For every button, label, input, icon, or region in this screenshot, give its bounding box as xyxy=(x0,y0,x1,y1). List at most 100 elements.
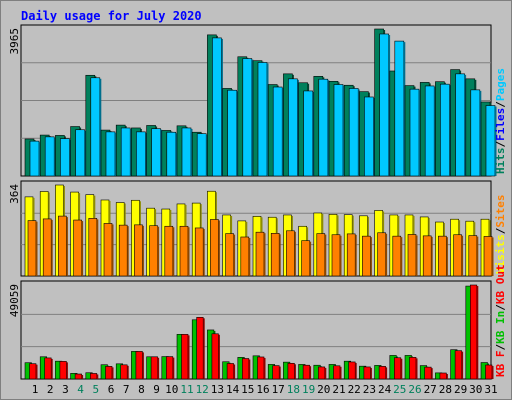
bar-kb-kb-out-6-shade xyxy=(112,367,114,379)
bar-kb-kb-out-21 xyxy=(333,365,341,380)
bar-hits-files-pages-pages-12-shade xyxy=(206,134,208,176)
bar-kb-kb-out-19-shade xyxy=(309,366,312,379)
x-tick-label: 29 xyxy=(454,383,467,396)
x-tick-label: 26 xyxy=(408,383,421,396)
x-tick-label: 18 xyxy=(287,383,300,396)
bar-kb-kb-out-20-shade xyxy=(324,367,327,379)
legend-item-: / xyxy=(494,344,507,351)
y-max-label-hits-files-pages: 3965 xyxy=(8,28,21,55)
legend-item-: / xyxy=(494,141,507,148)
bar-hits-files-pages-pages-2-shade xyxy=(54,137,56,176)
bar-hits-files-pages-pages-4-shade xyxy=(84,130,87,176)
x-tick-label: 7 xyxy=(123,383,130,396)
bar-kb-kb-out-5 xyxy=(90,373,98,380)
chart-title: Daily usage for July 2020 xyxy=(21,9,202,23)
bar-hits-files-pages-pages-1 xyxy=(29,140,40,177)
x-tick-label: 27 xyxy=(424,383,437,396)
bar-hits-files-pages-pages-5 xyxy=(90,77,101,177)
bar-hits-files-pages-pages-28-shade xyxy=(449,85,451,176)
bar-visits-sites-sites-8-shade xyxy=(142,225,144,276)
bar-visits-sites-sites-4 xyxy=(73,219,82,277)
bar-kb-kb-out-18-shade xyxy=(294,364,296,379)
bar-visits-sites-sites-30 xyxy=(468,235,478,277)
bar-kb-kb-out-27-shade xyxy=(431,368,433,379)
legend-hits-files-pages: Hits/Files/Pages xyxy=(494,68,507,174)
bar-hits-files-pages-pages-25-shade xyxy=(403,42,406,176)
x-tick-label: 20 xyxy=(317,383,330,396)
bar-kb-kb-out-25-shade xyxy=(400,358,403,379)
bar-kb-kb-out-13 xyxy=(211,333,219,380)
bar-hits-files-pages-pages-1-shade xyxy=(39,142,41,176)
bar-kb-kb-out-9-shade xyxy=(157,357,160,379)
x-tick-label: 16 xyxy=(256,383,269,396)
x-tick-label: 4 xyxy=(77,383,84,396)
x-tick-label: 10 xyxy=(165,383,178,396)
bar-kb-kb-out-12-shade xyxy=(203,318,205,379)
bar-hits-files-pages-pages-9 xyxy=(151,128,161,177)
bar-hits-files-pages-pages-19-shade xyxy=(312,91,315,176)
x-tick-label: 15 xyxy=(241,383,254,396)
bar-kb-kb-out-8-shade xyxy=(142,352,144,379)
bar-hits-files-pages-pages-13 xyxy=(212,37,222,177)
bar-visits-sites-sites-24 xyxy=(377,232,386,277)
bar-visits-sites-sites-20 xyxy=(316,233,326,277)
bar-hits-files-pages-pages-10-shade xyxy=(175,133,178,176)
x-tick-label: 25 xyxy=(393,383,406,396)
bar-hits-files-pages-pages-13-shade xyxy=(221,38,223,177)
bar-kb-kb-out-29-shade xyxy=(461,351,464,379)
bar-visits-sites-sites-23 xyxy=(362,235,371,277)
bar-kb-kb-out-7-shade xyxy=(127,365,129,379)
legend-item-: / xyxy=(494,304,507,311)
bar-hits-files-pages-pages-11 xyxy=(181,127,192,177)
x-tick-label: 3 xyxy=(62,383,69,396)
bar-visits-sites-sites-29 xyxy=(453,234,462,277)
bar-visits-sites-sites-4-shade xyxy=(81,221,84,276)
bar-kb-kb-out-15 xyxy=(242,358,250,380)
bar-visits-sites-sites-26-shade xyxy=(416,235,418,276)
bar-kb-kb-out-24 xyxy=(378,366,386,380)
bar-hits-files-pages-pages-19 xyxy=(303,90,313,177)
legend-item-: / xyxy=(494,101,507,108)
bar-hits-files-pages-pages-24 xyxy=(379,33,389,177)
bar-visits-sites-sites-10 xyxy=(164,225,174,277)
bar-kb-kb-out-26-shade xyxy=(416,358,418,379)
bar-visits-sites-sites-22 xyxy=(346,233,356,277)
legend-item-sites: Sites xyxy=(494,195,507,228)
bar-kb-kb-out-2 xyxy=(44,357,52,380)
bar-hits-files-pages-pages-4 xyxy=(75,129,85,177)
bar-kb-kb-out-24-shade xyxy=(385,367,388,379)
x-tick-label: 8 xyxy=(138,383,145,396)
x-tick-label: 24 xyxy=(378,383,392,396)
bar-hits-files-pages-pages-26 xyxy=(409,88,420,177)
legend-item-files: Files xyxy=(494,108,507,141)
bar-visits-sites-sites-11 xyxy=(179,225,189,277)
bar-hits-files-pages-pages-27 xyxy=(424,85,435,177)
bar-visits-sites-sites-16 xyxy=(255,231,265,277)
bar-hits-files-pages-pages-12 xyxy=(196,133,207,177)
bar-visits-sites-sites-19 xyxy=(301,240,310,277)
bar-visits-sites-sites-25-shade xyxy=(400,237,403,276)
x-tick-label: 30 xyxy=(469,383,482,396)
bar-hits-files-pages-pages-27-shade xyxy=(434,86,436,176)
bar-visits-sites-sites-24-shade xyxy=(385,233,388,276)
bar-hits-files-pages-pages-10 xyxy=(166,131,177,177)
bar-kb-kb-out-30 xyxy=(469,284,478,380)
x-tick-label: 12 xyxy=(196,383,209,396)
x-tick-label: 6 xyxy=(108,383,115,396)
bar-visits-sites-sites-6 xyxy=(103,223,113,277)
legend-item-pages: Pages xyxy=(494,68,507,101)
bar-visits-sites-sites-29-shade xyxy=(461,235,464,276)
bar-visits-sites-sites-17-shade xyxy=(279,234,281,276)
bar-kb-kb-out-10 xyxy=(166,356,174,380)
bar-visits-sites-sites-17 xyxy=(270,233,280,277)
legend-item-: / xyxy=(494,227,507,234)
bar-hits-files-pages-pages-11-shade xyxy=(191,128,193,176)
bar-visits-sites-sites-6-shade xyxy=(112,224,114,276)
bar-kb-kb-out-9 xyxy=(150,356,158,380)
bar-visits-sites-sites-10-shade xyxy=(172,227,175,276)
bar-hits-files-pages-pages-21-shade xyxy=(343,85,345,176)
bar-visits-sites-sites-30-shade xyxy=(476,236,479,276)
bar-visits-sites-sites-5 xyxy=(88,218,98,277)
bar-hits-files-pages-pages-22-shade xyxy=(358,89,360,176)
